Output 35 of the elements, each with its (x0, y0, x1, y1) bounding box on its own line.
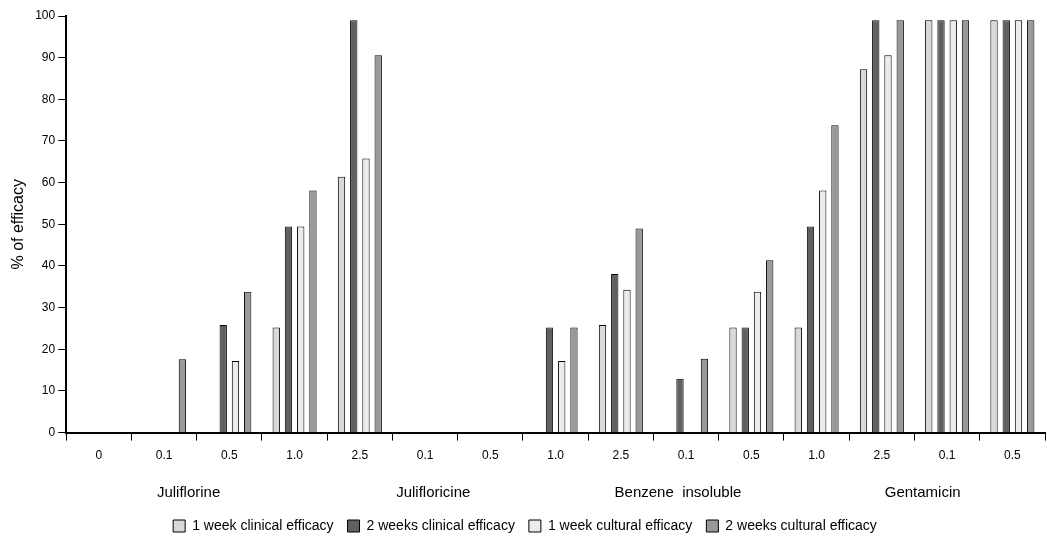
x-tick-label: 0.1 (155, 448, 173, 463)
text: Juliflorine (156, 483, 221, 501)
x-tick-label: 0.5 (1004, 448, 1022, 463)
x-tick-label: 0.1 (938, 448, 956, 463)
x-tick-label: 0.5 (482, 448, 500, 463)
x-tick-label: 2.5 (873, 448, 891, 463)
legend-label: 2 weeks cultural efficacy (725, 516, 877, 533)
y-tick-label: 50 (41, 216, 56, 231)
y-tick-label: 0 (48, 424, 56, 439)
y-axis-title: % of efficacy (9, 179, 27, 270)
y-tick-label: 30 (41, 299, 56, 314)
x-tick-label: 1.0 (547, 448, 565, 463)
legend-label: 2 weeks clinical efficacy (366, 516, 515, 533)
x-tick-label: 0.1 (677, 448, 695, 463)
x-tick-label: 0.5 (743, 448, 761, 463)
x-tick-label: 0.5 (221, 448, 239, 463)
text: Julifloricine (396, 483, 471, 501)
y-tick-label: 90 (41, 49, 56, 64)
legend-label: 1 week clinical efficacy (192, 516, 334, 533)
x-tick-label: 1.0 (286, 448, 304, 463)
x-tick-label: 0 (95, 448, 103, 463)
y-tick-label: 70 (41, 133, 56, 148)
x-tick-label: 2.5 (351, 448, 369, 463)
text: Benzene insoluble (614, 483, 742, 501)
text: Gentamicin (884, 483, 961, 501)
y-tick-label: 20 (41, 341, 56, 356)
x-tick-label: 2.5 (612, 448, 630, 463)
y-tick-label: 60 (41, 174, 56, 189)
y-tick-label: 40 (41, 258, 56, 273)
y-tick-label: 100 (35, 8, 56, 23)
y-tick-label: 80 (41, 91, 56, 106)
legend-label: 1 week cultural efficacy (547, 516, 693, 533)
y-tick-label: 10 (41, 383, 56, 398)
x-tick-label: 1.0 (808, 448, 826, 463)
x-tick-label: 0.1 (416, 448, 434, 463)
